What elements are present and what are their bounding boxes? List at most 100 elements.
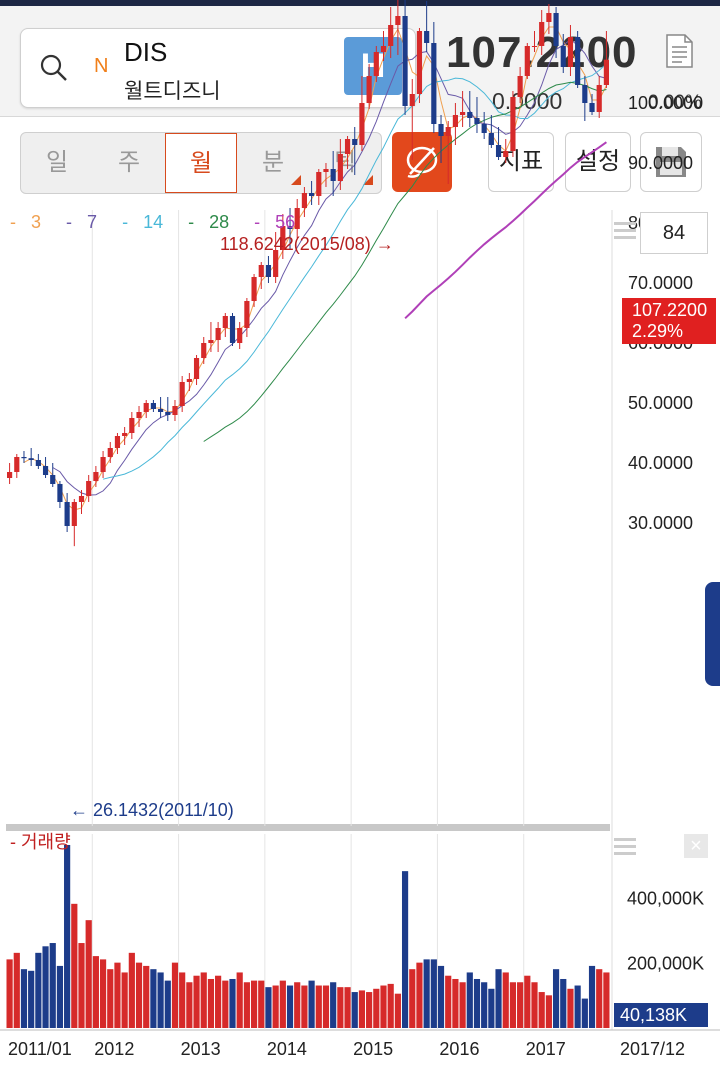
candle-body (517, 76, 523, 97)
candle-body (582, 85, 588, 103)
volume-bar (222, 980, 229, 1028)
volume-bar (315, 985, 322, 1028)
volume-bar (64, 845, 71, 1028)
tab-month[interactable]: 월 (165, 133, 237, 193)
volume-bar (250, 980, 258, 1028)
candle-body (431, 43, 437, 124)
volume-bar (552, 969, 560, 1028)
candle-body (366, 76, 372, 103)
candle-body (136, 412, 142, 418)
candle-body (201, 343, 207, 358)
candle-body (330, 169, 336, 181)
candle-body (373, 52, 379, 76)
volume-bar (99, 959, 107, 1028)
volume-bar (56, 965, 64, 1028)
volume-bar (294, 982, 301, 1028)
volume-bar (330, 982, 337, 1028)
volume-bar (423, 959, 430, 1028)
volume-bar (545, 995, 552, 1028)
volume-bar (286, 985, 294, 1028)
candle-body (186, 379, 192, 382)
x-tick-label: 2013 (181, 1039, 221, 1059)
drawing-tool-button[interactable] (392, 132, 452, 192)
side-panel-handle[interactable] (705, 582, 720, 686)
volume-bar (265, 987, 272, 1028)
close-icon[interactable]: × (684, 834, 708, 858)
max-price-value: 118.6242(2015/08) (220, 234, 371, 254)
candle-body (64, 502, 70, 526)
volume-bar (567, 988, 574, 1028)
volume-bar (452, 978, 459, 1028)
volume-bar (143, 965, 150, 1028)
document-icon[interactable] (664, 34, 694, 68)
volume-bar (473, 978, 481, 1028)
ma-line-14 (102, 63, 607, 480)
candle-body (603, 59, 609, 85)
volume-bar (200, 972, 207, 1028)
tab-day[interactable]: 일 (45, 149, 69, 176)
volume-bar (6, 959, 13, 1028)
candle-body (158, 409, 164, 412)
volume-bar (258, 980, 265, 1028)
volume-bar (85, 920, 92, 1028)
candle-body (402, 16, 408, 106)
candle-body (114, 436, 121, 448)
volume-bar (380, 985, 387, 1028)
y-tick-label: 90.0000 (628, 153, 693, 173)
indicator-button[interactable]: 지표 (488, 132, 554, 192)
candle-body (567, 37, 574, 67)
volume-bar (517, 982, 524, 1028)
candle-body (258, 265, 264, 277)
x-tick-label: 2012 (94, 1039, 134, 1059)
legend-ma14: - 14 (122, 212, 173, 232)
candle-body (14, 457, 20, 472)
candle-body (309, 193, 315, 196)
candle-body (273, 250, 279, 277)
volume-bar (358, 990, 366, 1028)
candle-body (409, 94, 415, 106)
exchange-badge: N (94, 55, 109, 77)
candle-body (208, 340, 214, 343)
tab-week[interactable]: 주 (117, 149, 141, 176)
volume-bar (42, 946, 49, 1028)
current-price-label: 107.2200 (632, 300, 708, 320)
x-tick-label: 2017/12 (620, 1039, 685, 1059)
candle-body (596, 85, 602, 112)
volume-bar (279, 980, 286, 1028)
search-icon[interactable] (39, 53, 69, 83)
ma-line-56 (404, 141, 607, 320)
menu-icon[interactable] (614, 836, 636, 856)
volume-tick-label: 200,000K (627, 954, 704, 974)
volume-bar (13, 952, 20, 1028)
save-button[interactable] (640, 132, 702, 192)
volume-bar (394, 993, 401, 1028)
volume-bar (430, 959, 437, 1028)
volume-legend-swatch: - (10, 832, 21, 852)
volume-bar (114, 962, 121, 1028)
candle-body (467, 112, 473, 118)
menu-icon[interactable] (614, 220, 636, 240)
legend-ma3: - 3 (10, 212, 51, 232)
candle-body (539, 22, 545, 46)
candle-body (301, 193, 307, 208)
candle-count-input[interactable]: 84 (640, 212, 708, 254)
legend-ma28: - 28 (188, 212, 239, 232)
candle-body (251, 277, 257, 301)
volume-bar (128, 952, 135, 1028)
volume-bar (603, 972, 610, 1028)
volume-bar (401, 871, 409, 1028)
current-volume-flag: 40,138K (614, 1003, 708, 1027)
volume-bar (121, 972, 128, 1028)
symbol-search-box[interactable]: N DIS 월트디즈니 H (20, 28, 416, 108)
candle-body (352, 139, 358, 145)
candle-body (553, 13, 559, 46)
candle-body (531, 46, 538, 47)
legend-ma14-swatch: - (122, 212, 134, 232)
candle-body (122, 433, 128, 436)
y-tick-label: 30.0000 (628, 513, 693, 533)
max-price-label: 118.6242(2015/08) → (220, 234, 394, 255)
volume-bar (437, 965, 445, 1028)
tab-minute[interactable]: 분 (237, 133, 309, 193)
holdings-button[interactable]: H (344, 37, 402, 95)
